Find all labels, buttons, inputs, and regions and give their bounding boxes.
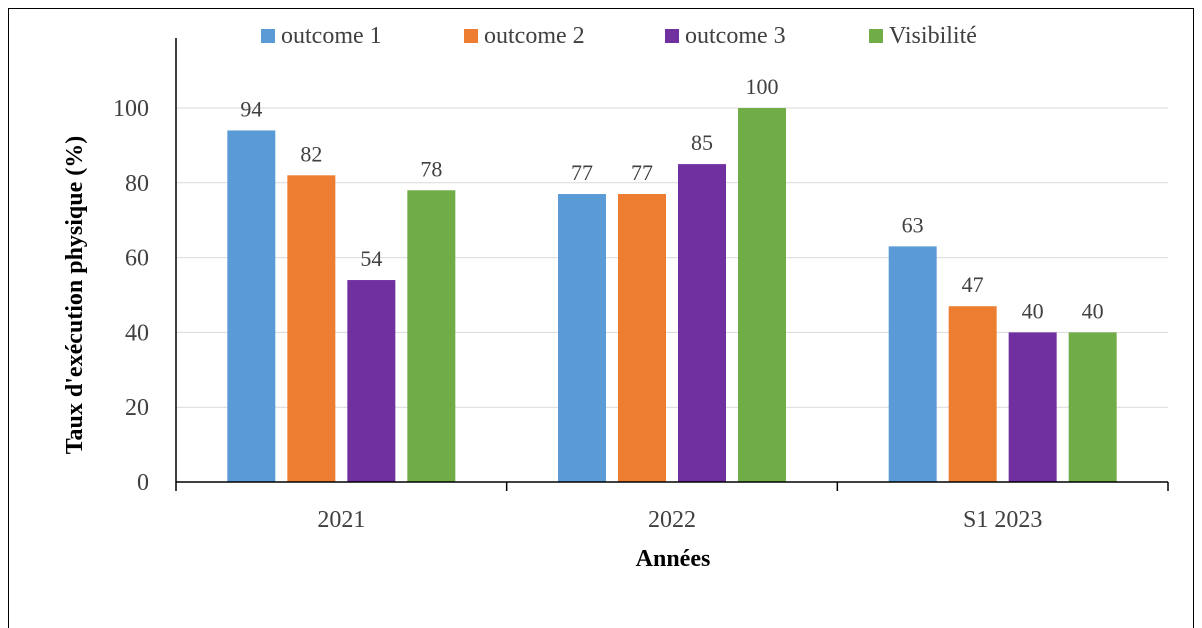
data-label: 47 [962,272,984,297]
legend-label: Visibilité [889,23,977,49]
legend-swatch [665,29,679,43]
bar [347,280,396,482]
bar [287,175,336,482]
x-tick-label: 2021 [317,507,365,533]
y-tick-label: 80 [125,171,149,197]
data-label: 63 [902,212,924,237]
chart-frame [8,8,1194,628]
data-labels: 94 82 54 78 77 77 85 100 63 47 40 40 [240,74,1103,323]
legend-swatch [261,29,275,43]
bar [227,130,276,482]
legend-label: outcome 2 [484,23,585,49]
bar [407,190,456,482]
bar [558,194,606,482]
bar [678,164,726,482]
gridlines [176,107,1168,408]
legend-item: outcome 3 [665,23,786,49]
data-label: 85 [691,130,713,155]
data-label: 82 [300,141,322,166]
y-tick-label: 0 [137,470,149,496]
data-label: 77 [631,160,653,185]
legend-label: outcome 1 [281,23,382,49]
data-label: 54 [360,246,382,271]
legend-item: Visibilité [869,23,977,49]
bar [1068,332,1117,482]
y-tick-label: 40 [125,320,149,346]
data-label: 40 [1022,298,1044,323]
legend-item: outcome 1 [261,23,382,49]
x-tick-label: S1 2023 [963,507,1042,533]
data-label: 40 [1082,298,1104,323]
legend-swatch [464,29,478,43]
y-axis-label: Taux d'exécution physique (%) [62,136,88,455]
bar [888,246,937,482]
bars [227,108,1117,482]
bar [1008,332,1057,482]
data-label: 100 [746,74,779,99]
legend-item: outcome 2 [464,23,585,49]
legend-label: outcome 3 [685,23,786,49]
data-label: 78 [420,156,442,181]
bar-chart: 94 82 54 78 77 77 85 100 63 47 40 40 0 20 40 60 80 100 20… [62,23,1169,572]
legend: outcome 1 outcome 2 outcome 3 Visibilité [261,23,977,49]
x-tick-label: 2022 [648,507,696,533]
bar [738,108,786,482]
data-label: 77 [571,160,593,185]
axes: 0 20 40 60 80 100 2021 2022 S1 2023 [113,38,1169,533]
bar [618,194,666,482]
y-tick-label: 20 [125,395,149,421]
bar [948,306,997,482]
x-axis-label: Années [636,546,711,572]
y-tick-label: 60 [125,246,149,272]
data-label: 94 [240,96,262,121]
y-tick-label: 100 [113,96,149,122]
legend-swatch [869,29,883,43]
